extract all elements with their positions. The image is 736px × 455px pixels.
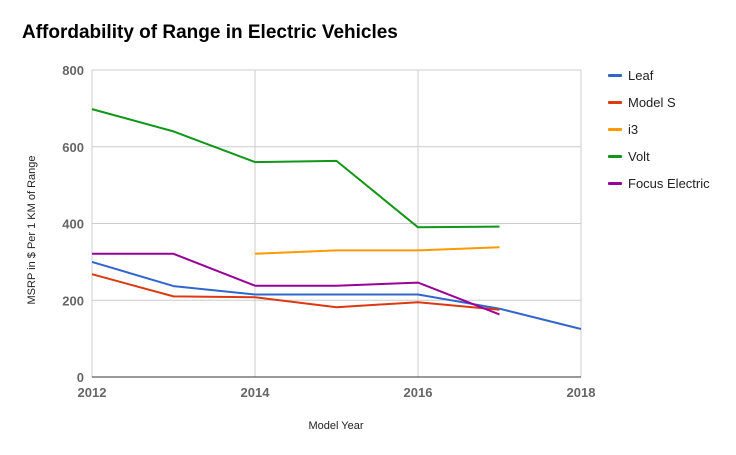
legend-swatch [608, 74, 622, 77]
legend-swatch [608, 155, 622, 158]
series-line-i3[interactable] [254, 246, 500, 255]
legend-item-volt[interactable]: Volt [608, 143, 710, 170]
tick-labels: 0 200 400 600 800 2012 2014 2016 2018 [62, 63, 595, 400]
legend-item-focus-electric[interactable]: Focus Electric [608, 170, 710, 197]
y-tick-label: 200 [62, 293, 84, 308]
legend-item-model-s[interactable]: Model S [608, 89, 710, 116]
series-line-model-s[interactable] [91, 273, 500, 311]
legend-item-leaf[interactable]: Leaf [608, 62, 710, 89]
x-tick-label: 2012 [78, 385, 107, 400]
legend-swatch [608, 101, 622, 104]
x-axis-title: Model Year [308, 420, 363, 432]
legend-swatch [608, 182, 622, 185]
legend-label: Volt [628, 149, 650, 164]
gridlines [91, 69, 582, 378]
legend-item-i3[interactable]: i3 [608, 116, 710, 143]
series-lines [91, 108, 582, 330]
legend-label: i3 [628, 122, 639, 137]
series-line-volt[interactable] [91, 108, 500, 229]
chart-title: Affordability of Range in Electric Vehic… [22, 22, 398, 43]
x-tick-label: 2014 [241, 385, 271, 400]
x-tick-label: 2018 [567, 385, 596, 400]
y-tick-label: 400 [62, 217, 84, 232]
legend-label: Model S [628, 95, 676, 110]
legend-label: Focus Electric [628, 176, 710, 191]
y-tick-label: 600 [62, 140, 84, 155]
y-axis-title: MSRP in $ Per 1 KM of Range [26, 156, 38, 305]
series-line-focus-electric[interactable] [92, 252, 500, 316]
legend-swatch [608, 128, 622, 131]
x-tick-label: 2016 [404, 385, 433, 400]
legend-label: Leaf [628, 68, 654, 83]
y-tick-label: 800 [62, 63, 84, 78]
y-tick-label: 0 [77, 370, 84, 385]
series-line-leaf[interactable] [91, 260, 582, 330]
legend: Leaf Model S i3 Volt Focus Electric [608, 62, 710, 197]
